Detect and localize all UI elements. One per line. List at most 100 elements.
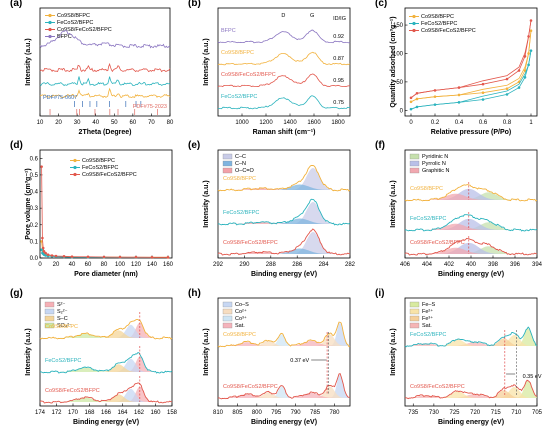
xps-envelope xyxy=(217,198,351,226)
x-tick-label: 725 xyxy=(449,410,460,416)
x-tick-label: 158 xyxy=(167,410,178,416)
legend-entry: BFPC xyxy=(57,34,72,40)
x-tick-label: 120 xyxy=(131,262,142,268)
legend-swatch xyxy=(222,301,233,308)
pore-point xyxy=(118,255,122,259)
component-peak xyxy=(40,322,172,338)
x-tick-label: 810 xyxy=(213,410,224,416)
legend-entry: Graphitic N xyxy=(422,168,450,174)
plot-frame xyxy=(404,7,538,117)
panel-letter: (e) xyxy=(188,140,200,151)
x-tick-label: 172 xyxy=(51,410,62,416)
x-tick-label: 10 xyxy=(37,120,44,126)
component-peak xyxy=(218,386,350,398)
x-tick-label: 1 xyxy=(529,120,533,126)
x-tick-label: 805 xyxy=(232,410,243,416)
component-peak xyxy=(405,342,537,346)
x-tick-label: 1200 xyxy=(259,120,273,126)
isotherm-point xyxy=(505,87,509,91)
panel-letter: (b) xyxy=(188,0,201,9)
xps-envelope xyxy=(39,352,173,374)
pore-line xyxy=(41,241,168,258)
x-tick-label: 162 xyxy=(134,410,145,416)
isotherm-point xyxy=(527,52,530,55)
x-tick-label: 402 xyxy=(444,262,455,268)
y-axis-label: Intensity (a.u.) xyxy=(390,328,397,375)
isotherm-point xyxy=(523,55,527,58)
legend-entry: Co–S xyxy=(235,302,249,308)
pore-point xyxy=(41,246,45,250)
component-peak xyxy=(405,188,537,200)
pdf-annotation: PDF#75-0607 xyxy=(43,95,77,101)
legend-entry: Co9S8/FeCoS2/BFPC xyxy=(421,28,476,34)
sample-label: Co9S8/BFPC xyxy=(223,332,256,338)
x-tick-label: 80 xyxy=(167,120,174,126)
legend-entry-marker xyxy=(48,34,52,39)
legend-entry: FeCoS2/BFPC xyxy=(421,21,457,27)
isotherm-point xyxy=(433,89,437,92)
legend-entry-marker xyxy=(412,14,416,19)
component-peak xyxy=(405,335,537,346)
pore-point xyxy=(40,165,43,168)
component-peak xyxy=(40,358,172,372)
legend-entry: Fe²⁺ xyxy=(422,308,433,315)
x-tick-label: 40 xyxy=(92,120,99,126)
pore-point xyxy=(54,254,58,258)
isotherm-point xyxy=(529,49,533,52)
shift-annotation: 0.35 eV xyxy=(523,374,542,380)
legend-entry-marker xyxy=(48,20,52,25)
x-tick-label: 394 xyxy=(532,262,543,268)
xps-envelope xyxy=(404,326,538,348)
x-axis-label: Binding energy (eV) xyxy=(251,271,317,278)
x-tick-label: 1000 xyxy=(235,120,249,126)
component-peak xyxy=(40,386,172,402)
raman-trace xyxy=(217,51,351,66)
x-tick-label: 720 xyxy=(470,410,481,416)
y-tick-label: 0.3 xyxy=(30,206,39,212)
xps-envelope xyxy=(217,164,351,192)
plot-frame xyxy=(39,149,173,259)
pore-point xyxy=(86,255,90,259)
sample-label: Co9S8/FeCoS2/BFPC xyxy=(410,384,465,390)
component-peak xyxy=(405,247,537,254)
pore-point xyxy=(50,254,54,257)
x-tick-label: 398 xyxy=(488,262,499,268)
legend-swatch xyxy=(44,301,55,308)
x-tick-label: 40 xyxy=(69,262,76,268)
legend-swatch xyxy=(222,322,233,329)
component-peak xyxy=(405,223,537,230)
plot-frame xyxy=(217,297,351,407)
component-peak xyxy=(218,252,350,254)
legend-entry-marker xyxy=(412,28,416,33)
legend-swatch xyxy=(409,315,420,322)
x-tick-label: 292 xyxy=(213,262,224,268)
x-tick-label: 160 xyxy=(150,410,161,416)
y-tick-label: 0.6 xyxy=(30,156,39,162)
pdf-annotation: PDF#75-2023 xyxy=(133,104,167,110)
legend-entry: Co²⁺ xyxy=(235,308,247,315)
plot-frame xyxy=(217,149,351,259)
isotherm-point xyxy=(415,91,419,95)
x-tick-label: 0.4 xyxy=(455,120,464,126)
isotherm-point xyxy=(517,69,521,72)
ratio-value: 0.87 xyxy=(333,56,344,62)
legend-entry: C–C xyxy=(235,154,246,160)
x-tick-label: 0 xyxy=(38,262,42,268)
y-axis-label: Intensity (a.u.) xyxy=(390,180,397,227)
legend-swatch xyxy=(222,153,233,160)
legend-swatch xyxy=(222,167,233,174)
pore-point xyxy=(102,255,106,259)
isotherm-point xyxy=(457,101,461,104)
isotherm-desorption xyxy=(410,20,532,99)
isotherm-desorption xyxy=(410,50,532,110)
raman-trace xyxy=(217,73,351,88)
isotherm-point xyxy=(505,93,509,96)
x-tick-label: 174 xyxy=(35,410,46,416)
xps-envelope xyxy=(404,379,538,400)
component-peak xyxy=(218,218,350,224)
x-tick-label: 785 xyxy=(310,410,321,416)
panel-letter: (f) xyxy=(375,140,385,151)
x-tick-label: 100 xyxy=(115,262,126,268)
x-tick-label: 282 xyxy=(345,262,356,268)
isotherm-point xyxy=(415,97,419,101)
